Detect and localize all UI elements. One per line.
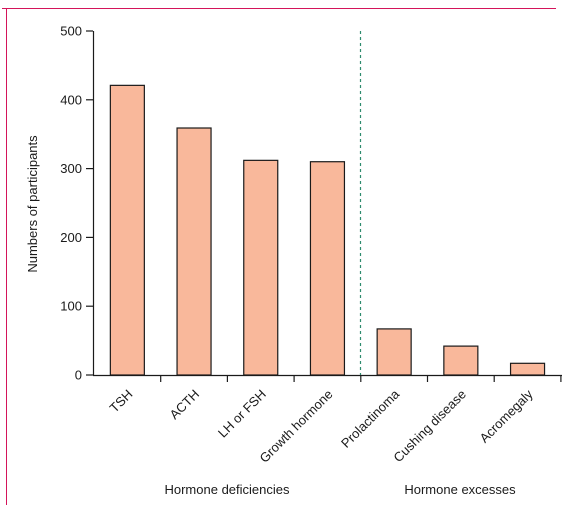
- bar: [243, 159, 279, 376]
- y-tick-label: 200: [60, 230, 82, 245]
- bar: [109, 84, 145, 376]
- x-tick-label: LH or FSH: [215, 387, 269, 441]
- bar: [176, 127, 212, 376]
- bar: [443, 345, 479, 376]
- bar: [309, 161, 346, 376]
- x-tick-label: Prolactinoma: [338, 386, 403, 451]
- group-label-deficiencies: Hormone deficiencies: [164, 482, 290, 497]
- y-tick-label: 500: [60, 24, 82, 39]
- group-label-excesses: Hormone excesses: [404, 482, 516, 497]
- bars: [109, 84, 546, 376]
- y-tick-label: 0: [75, 368, 82, 383]
- x-tick-label: TSH: [106, 387, 135, 416]
- y-axis-title: Numbers of participants: [25, 135, 40, 273]
- y-axis-ticks: 0 100 200 300 400 500: [60, 24, 93, 383]
- y-tick-label: 400: [60, 92, 82, 107]
- x-tick-label: Cushing disease: [390, 387, 469, 466]
- y-tick-label: 300: [60, 161, 82, 176]
- x-tick-label: ACTH: [167, 387, 203, 423]
- bar: [509, 362, 546, 376]
- x-tick-label: Acromegaly: [477, 386, 536, 445]
- y-tick-label: 100: [60, 299, 82, 314]
- x-tick-label: Growth hormone: [256, 387, 335, 466]
- figure-frame: [2, 8, 556, 505]
- bar: [376, 328, 412, 376]
